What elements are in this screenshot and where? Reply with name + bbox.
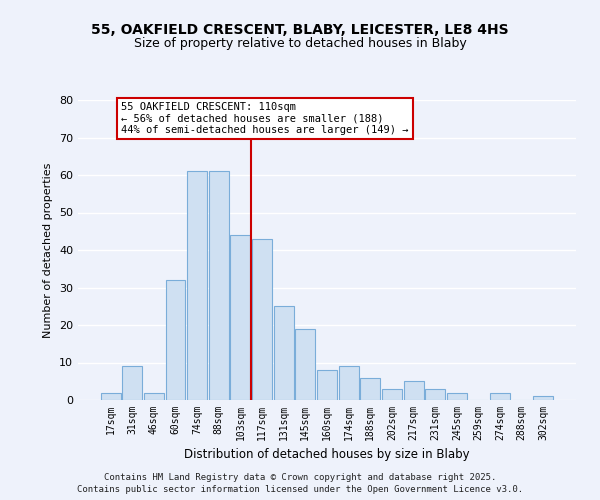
Text: Contains public sector information licensed under the Open Government Licence v3: Contains public sector information licen… — [77, 485, 523, 494]
Y-axis label: Number of detached properties: Number of detached properties — [43, 162, 53, 338]
Bar — [252, 239, 272, 400]
Bar — [187, 171, 207, 400]
Bar — [490, 392, 510, 400]
Bar — [533, 396, 553, 400]
Bar — [122, 366, 142, 400]
Text: 55, OAKFIELD CRESCENT, BLABY, LEICESTER, LE8 4HS: 55, OAKFIELD CRESCENT, BLABY, LEICESTER,… — [91, 22, 509, 36]
Bar — [404, 381, 424, 400]
Text: 55 OAKFIELD CRESCENT: 110sqm
← 56% of detached houses are smaller (188)
44% of s: 55 OAKFIELD CRESCENT: 110sqm ← 56% of de… — [121, 102, 409, 135]
Bar — [144, 392, 164, 400]
Bar — [317, 370, 337, 400]
Bar — [425, 389, 445, 400]
Bar — [361, 378, 380, 400]
Bar — [230, 235, 250, 400]
Bar — [274, 306, 293, 400]
X-axis label: Distribution of detached houses by size in Blaby: Distribution of detached houses by size … — [184, 448, 470, 462]
Bar — [101, 392, 121, 400]
Bar — [338, 366, 359, 400]
Text: Size of property relative to detached houses in Blaby: Size of property relative to detached ho… — [134, 38, 466, 51]
Text: Contains HM Land Registry data © Crown copyright and database right 2025.: Contains HM Land Registry data © Crown c… — [104, 472, 496, 482]
Bar — [209, 171, 229, 400]
Bar — [447, 392, 467, 400]
Bar — [295, 329, 316, 400]
Bar — [166, 280, 185, 400]
Bar — [382, 389, 402, 400]
